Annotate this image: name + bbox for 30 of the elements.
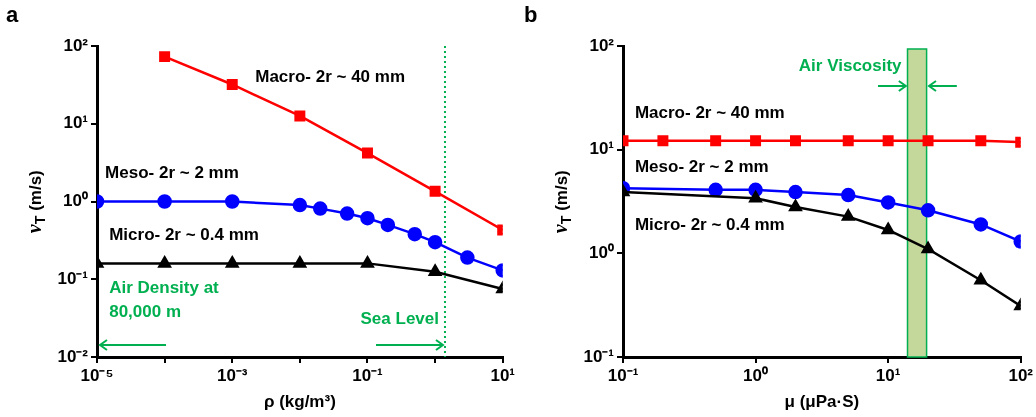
y-tick-label: 10⁰ [63, 191, 88, 211]
series-label: Meso- 2r ~ 2 mm [634, 156, 769, 176]
x-tick-label: 10² [1008, 365, 1034, 385]
x-tick-label: 10¹ [490, 365, 516, 385]
y-tick-label: 10² [63, 35, 89, 55]
chart-title: a [6, 2, 19, 28]
x-tick-label: 10⁻³ [216, 365, 248, 385]
series-label: Macro- 2r ~ 40 mm [634, 102, 785, 122]
y-tick-label: 10⁰ [589, 243, 614, 263]
series-label: Meso- 2r ~ 2 mm [105, 163, 239, 183]
x-axis-title: ρ (kg/m³) [263, 392, 336, 412]
y-tick-label: 10² [589, 35, 615, 55]
series-label: Macro- 2r ~ 40 mm [255, 66, 405, 86]
x-tick-label: 10⁰ [743, 365, 769, 385]
ref-line-label: Sea Level [360, 309, 439, 329]
chart-title: b [524, 2, 538, 28]
y-tick-label: 10⁻¹ [57, 268, 89, 288]
annotation: Air Density at 80,000 m [109, 278, 220, 322]
x-tick-label: 10⁻¹ [607, 365, 639, 385]
series-label: Micro- 2r ~ 0.4 mm [634, 214, 785, 234]
series-label: Micro- 2r ~ 0.4 mm [109, 225, 259, 245]
y-tick-label: 10⁻² [57, 346, 89, 366]
x-tick-label: 10⁻⁵ [80, 365, 114, 385]
y-tick-label: 10⁻¹ [583, 346, 615, 366]
x-axis-title: μ (μPa·S) [784, 392, 860, 412]
x-tick-label: 10¹ [875, 365, 901, 385]
y-tick-label: 10¹ [63, 113, 89, 133]
x-tick-label: 10⁻¹ [352, 365, 384, 385]
band-label: Air Viscosity [798, 55, 903, 75]
y-tick-label: 10¹ [589, 139, 615, 159]
